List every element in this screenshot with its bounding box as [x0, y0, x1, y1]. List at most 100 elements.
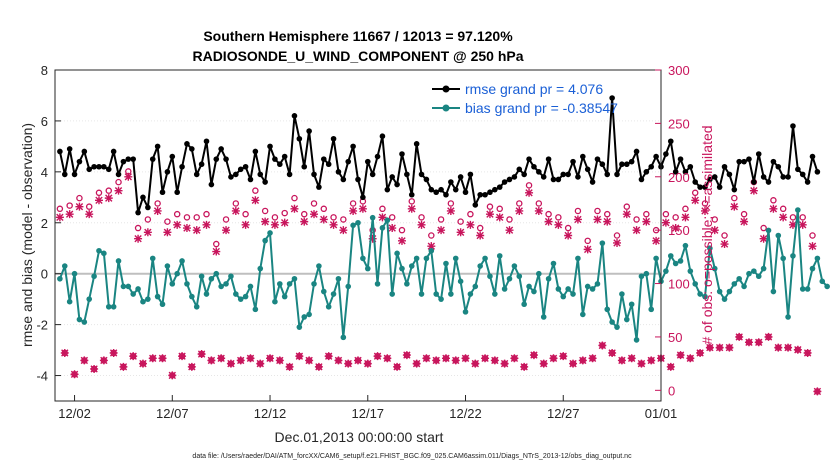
bias-data-point: [281, 293, 288, 300]
rmse-data-point: [145, 204, 151, 211]
obs-possible-marker: [271, 214, 279, 221]
rmse-data-point: [96, 163, 102, 170]
obs-possible-marker: [291, 194, 298, 202]
obs-assimilated-marker: [329, 220, 338, 229]
rmse-data-point: [760, 174, 767, 180]
rmse-data-point: [223, 156, 229, 162]
obs-possible-marker: [330, 214, 337, 221]
rmse-data-point: [193, 171, 200, 178]
obs-assimilated-marker: [295, 352, 304, 361]
bias-data-point: [531, 288, 537, 295]
rmse-data-point: [775, 163, 782, 170]
y2-tick-label: 0: [668, 383, 675, 398]
obs-possible-marker: [711, 216, 719, 223]
bias-data-point: [560, 293, 567, 300]
bias-data-point: [726, 288, 733, 295]
rmse-data-point: [457, 174, 464, 180]
obs-assimilated-marker: [779, 213, 788, 222]
obs-assimilated-marker: [124, 172, 133, 181]
bias-data-point: [731, 281, 738, 287]
bias-data-point: [482, 255, 488, 262]
x-tick-label: 12/12: [254, 406, 287, 421]
rmse-data-point: [501, 179, 508, 185]
rmse-data-point: [550, 176, 557, 183]
rmse-data-point: [643, 169, 650, 175]
rmse-data-point: [545, 156, 552, 162]
obs-possible-marker: [261, 207, 269, 215]
obs-possible-marker: [476, 224, 484, 232]
bias-data-point: [228, 273, 234, 280]
bias-data-point: [687, 268, 694, 274]
obs-possible-marker: [428, 232, 435, 239]
bias-data-point: [545, 275, 552, 282]
bias-data-point: [526, 283, 532, 290]
bias-data-point: [462, 309, 469, 315]
bias-data-point: [643, 270, 650, 277]
obs-possible-marker: [662, 210, 670, 218]
rmse-data-point: [702, 184, 708, 190]
obs-assimilated-marker: [114, 186, 123, 195]
bias-data-point: [223, 281, 229, 287]
legend-bias-marker: [442, 104, 450, 112]
rmse-data-point: [785, 174, 791, 180]
rmse-data-point: [536, 169, 542, 175]
obs-assimilated-marker: [661, 218, 670, 227]
bias-data-point: [619, 291, 625, 297]
bias-data-point: [667, 253, 674, 259]
bias-data-point: [247, 283, 254, 290]
obs-assimilated-marker: [446, 206, 455, 215]
rmse-data-point: [71, 171, 78, 178]
x-tick-label: 12/07: [156, 406, 189, 421]
obs-possible-marker: [770, 197, 777, 204]
obs-possible-marker: [574, 207, 582, 215]
bias-data-point: [672, 260, 679, 267]
obs-assimilated-marker: [354, 356, 362, 365]
bias-data-point: [765, 227, 772, 234]
bias-data-point: [81, 319, 88, 325]
obs-assimilated-marker: [525, 188, 534, 197]
rmse-data-point: [174, 189, 180, 196]
bias-data-point: [653, 255, 659, 262]
rmse-data-point: [198, 161, 205, 168]
bias-data-point: [770, 288, 777, 295]
rmse-data-point: [105, 166, 112, 173]
obs-assimilated-marker: [681, 213, 690, 222]
obs-assimilated-marker: [691, 196, 700, 205]
obs-assimilated-marker: [349, 206, 358, 215]
obs-possible-marker: [144, 216, 152, 223]
rmse-data-point: [364, 158, 371, 165]
rmse-data-point: [345, 158, 352, 165]
bias-data-point: [242, 293, 249, 300]
obs-possible-marker: [418, 214, 425, 221]
bias-data-point: [736, 275, 742, 282]
bias-data-point: [149, 255, 156, 262]
rmse-data-point: [277, 161, 283, 168]
bias-data-point: [203, 291, 210, 297]
rmse-data-point: [584, 166, 591, 173]
y-tick-label: 0: [41, 267, 48, 282]
legend-bias-label: bias grand pr = -0.38547: [465, 100, 618, 116]
bias-data-point: [340, 334, 347, 341]
bias-data-point: [394, 250, 400, 257]
x-tick-label: 12/27: [547, 406, 580, 421]
obs-possible-marker: [613, 232, 621, 239]
obs-assimilated-marker: [143, 228, 152, 237]
obs-assimilated-marker: [481, 354, 490, 363]
bias-data-point: [614, 324, 620, 330]
obs-possible-marker: [281, 209, 288, 217]
rmse-data-point: [320, 156, 327, 162]
bias-data-point: [633, 337, 640, 343]
obs-possible-marker: [525, 182, 533, 189]
obs-assimilated-marker: [231, 206, 240, 215]
obs-assimilated-marker: [471, 359, 480, 368]
rmse-data-point: [242, 163, 249, 170]
bias-data-point: [291, 275, 298, 282]
rmse-data-point: [672, 169, 679, 175]
rmse-data-point: [496, 184, 503, 190]
obs-possible-marker: [134, 224, 142, 232]
obs-assimilated-marker: [275, 356, 284, 365]
obs-assimilated-marker: [759, 234, 768, 243]
rmse-data-point: [477, 191, 483, 198]
obs-possible-marker: [115, 178, 122, 186]
obs-assimilated-marker: [407, 204, 416, 213]
